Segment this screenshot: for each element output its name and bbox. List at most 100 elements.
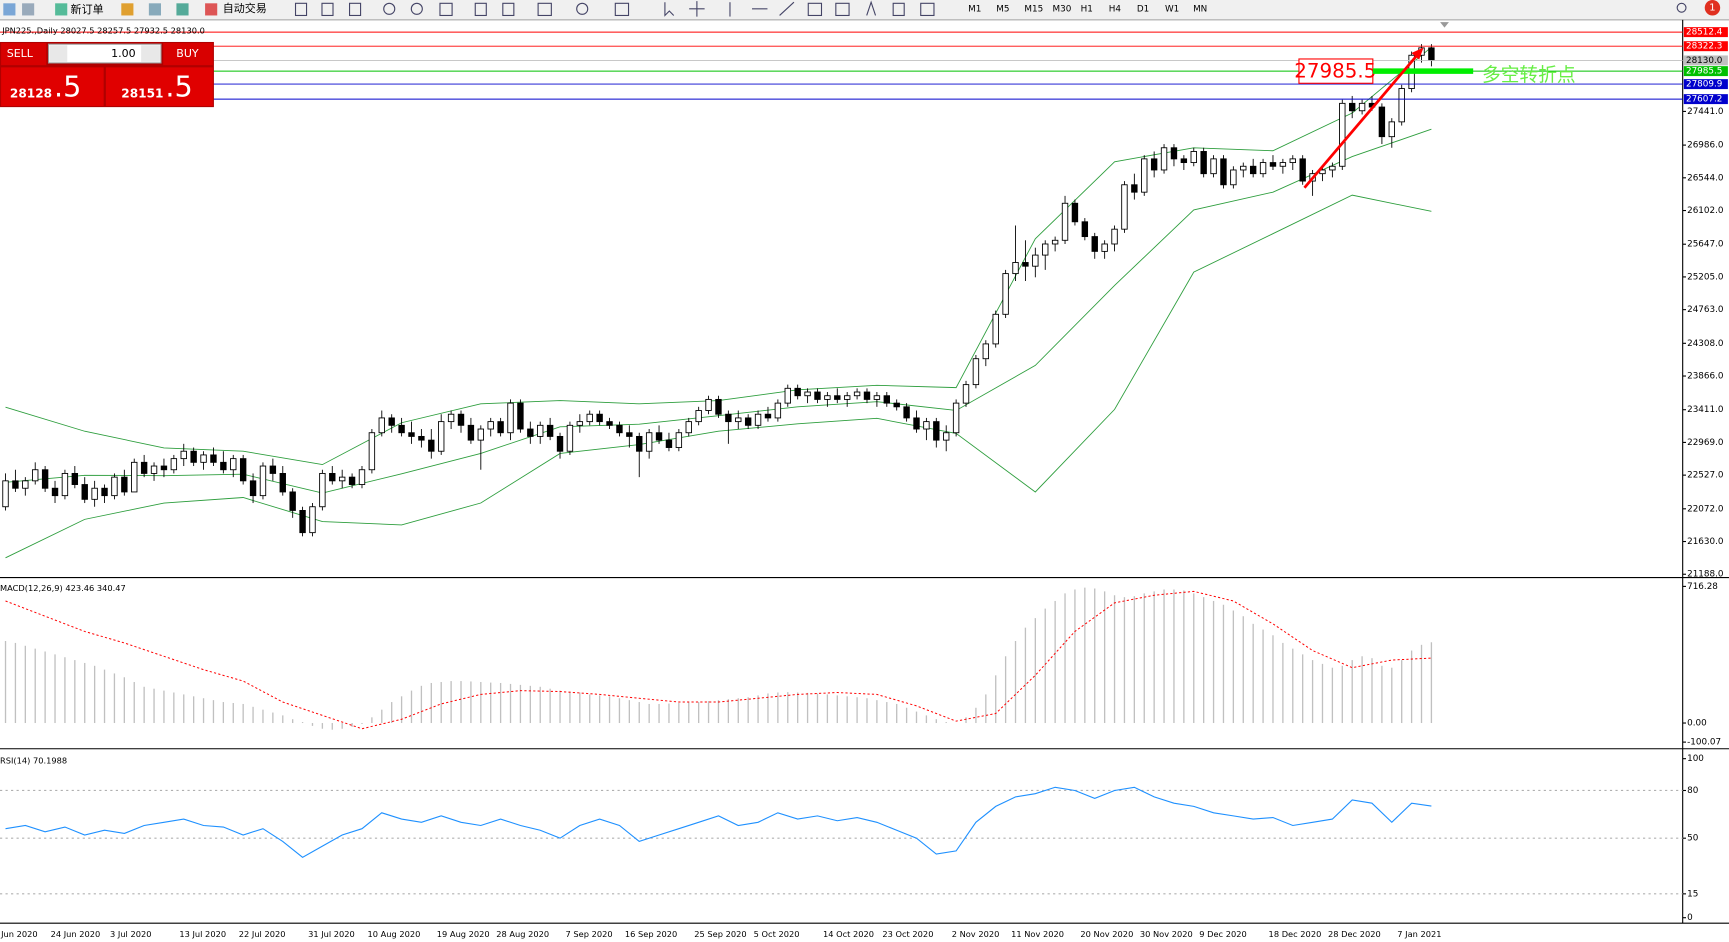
x-tick-label: Jun 2020 [0,929,38,939]
candle-body [1042,243,1049,256]
y-tick-label: 25647.0 [1687,240,1724,250]
toolbar-icon[interactable] [176,3,189,16]
candle-body [863,391,871,400]
toolbar-icon[interactable] [55,3,68,16]
candle-body [1121,184,1128,230]
sell-button[interactable] [1,43,47,66]
candle-body [2,480,9,508]
candle-body [1220,158,1227,186]
timeframe-button[interactable]: W1 [1165,4,1179,14]
search-icon[interactable] [1676,2,1687,13]
timeframe-button[interactable]: MN [1193,4,1207,14]
toolbar-icon[interactable] [779,1,795,16]
x-tick-label: 11 Nov 2020 [1011,929,1064,939]
timeframe-button[interactable]: M1 [968,4,981,14]
x-tick-label: 9 Dec 2020 [1199,929,1247,939]
toolbar-icon[interactable] [148,3,161,16]
x-tick-label: 24 Jun 2020 [51,929,101,939]
trend-arrow [1303,53,1420,189]
candle-body [517,402,524,430]
candle-body [1329,165,1336,171]
x-tick-label: 5 Oct 2020 [754,929,800,939]
toolbar-icon[interactable] [920,2,935,17]
toolbar-icon[interactable] [576,2,589,15]
toolbar-icon[interactable] [121,3,134,16]
candle-body [1131,184,1138,193]
buy-button[interactable] [163,43,213,66]
candle-body [1398,88,1405,123]
candle-body [685,421,692,434]
toolbar-icon[interactable] [205,3,218,16]
candle-body [1378,106,1386,138]
candle-body [507,402,514,434]
candle-body [626,432,633,437]
toolbar-icon[interactable] [892,2,905,17]
candle-body [230,458,237,471]
candle-body [1269,162,1277,167]
toolbar-icon[interactable] [383,2,396,15]
toolbar-icon[interactable] [3,3,16,16]
candle-body [992,313,999,345]
toolbar-icon[interactable] [664,2,675,17]
candle-body [744,417,752,426]
lot-input[interactable] [47,43,162,64]
price-level-tag [1683,55,1728,66]
y-tick-label: -100.07 [1687,738,1721,748]
toolbar-icon[interactable] [294,2,308,17]
buy-label: BUY [176,47,199,60]
toolbar-icon[interactable] [502,2,515,17]
candle-body [933,421,940,441]
toolbar-icon[interactable] [835,2,850,17]
candle-body [1249,165,1257,175]
rsi-line [5,786,1432,858]
candle-body [160,465,168,471]
toolbar-icon[interactable] [321,2,334,17]
toolbar-icon[interactable] [866,0,877,16]
timeframe-button[interactable]: M15 [1024,4,1043,14]
toolbar-icon[interactable] [474,2,487,17]
buy-price-box[interactable] [105,67,213,107]
toolbar-icon[interactable] [410,2,423,15]
toolbar-icon[interactable] [614,2,630,17]
candle-body [1210,158,1217,175]
timeframe-button[interactable]: H1 [1081,4,1093,14]
candle-body [883,395,890,404]
toolbar-button[interactable]: 新订单 [71,2,104,16]
toolbar-button[interactable]: 自动交易 [223,1,267,15]
candle-body [1358,102,1366,112]
candle-body [1012,262,1019,275]
candle-body [556,435,564,452]
candle-body [665,439,673,448]
lot-decrease[interactable] [49,45,68,62]
sell-price-fraction: .5 [54,69,81,103]
y-tick-label: 100 [1687,754,1704,764]
timeframe-button[interactable]: D1 [1137,4,1149,14]
rsi-title: RSI(14) 70.1988 [0,755,67,765]
toolbar-icon[interactable] [807,2,823,17]
y-tick-label: 27441.0 [1687,107,1724,117]
toolbar-icon[interactable] [348,2,362,17]
toolbar-icon[interactable] [689,1,705,17]
candle-body [527,428,534,437]
candle-body [91,487,98,500]
toolbar-icon[interactable] [22,3,35,16]
notification-badge[interactable] [1704,0,1721,16]
macd-title: MACD(12,26,9) 423.46 340.47 [0,583,126,593]
timeframe-button[interactable]: M30 [1053,4,1072,14]
candle-body [982,343,990,360]
toolbar-icon[interactable] [439,2,453,17]
lot-increase[interactable] [141,45,160,62]
candle-body [943,432,950,441]
candle-body [1348,102,1356,112]
lot-value: 1.00 [111,47,136,60]
timeframe-button[interactable]: H4 [1109,4,1122,14]
candle-body [1032,254,1039,267]
candle-body [348,476,356,485]
toolbar-icon[interactable] [537,2,552,17]
annotation-box [1298,58,1374,84]
candle-body [428,439,435,452]
candle-body [269,465,277,474]
sell-price-box[interactable] [1,67,104,107]
timeframe-button[interactable]: M5 [996,4,1009,14]
